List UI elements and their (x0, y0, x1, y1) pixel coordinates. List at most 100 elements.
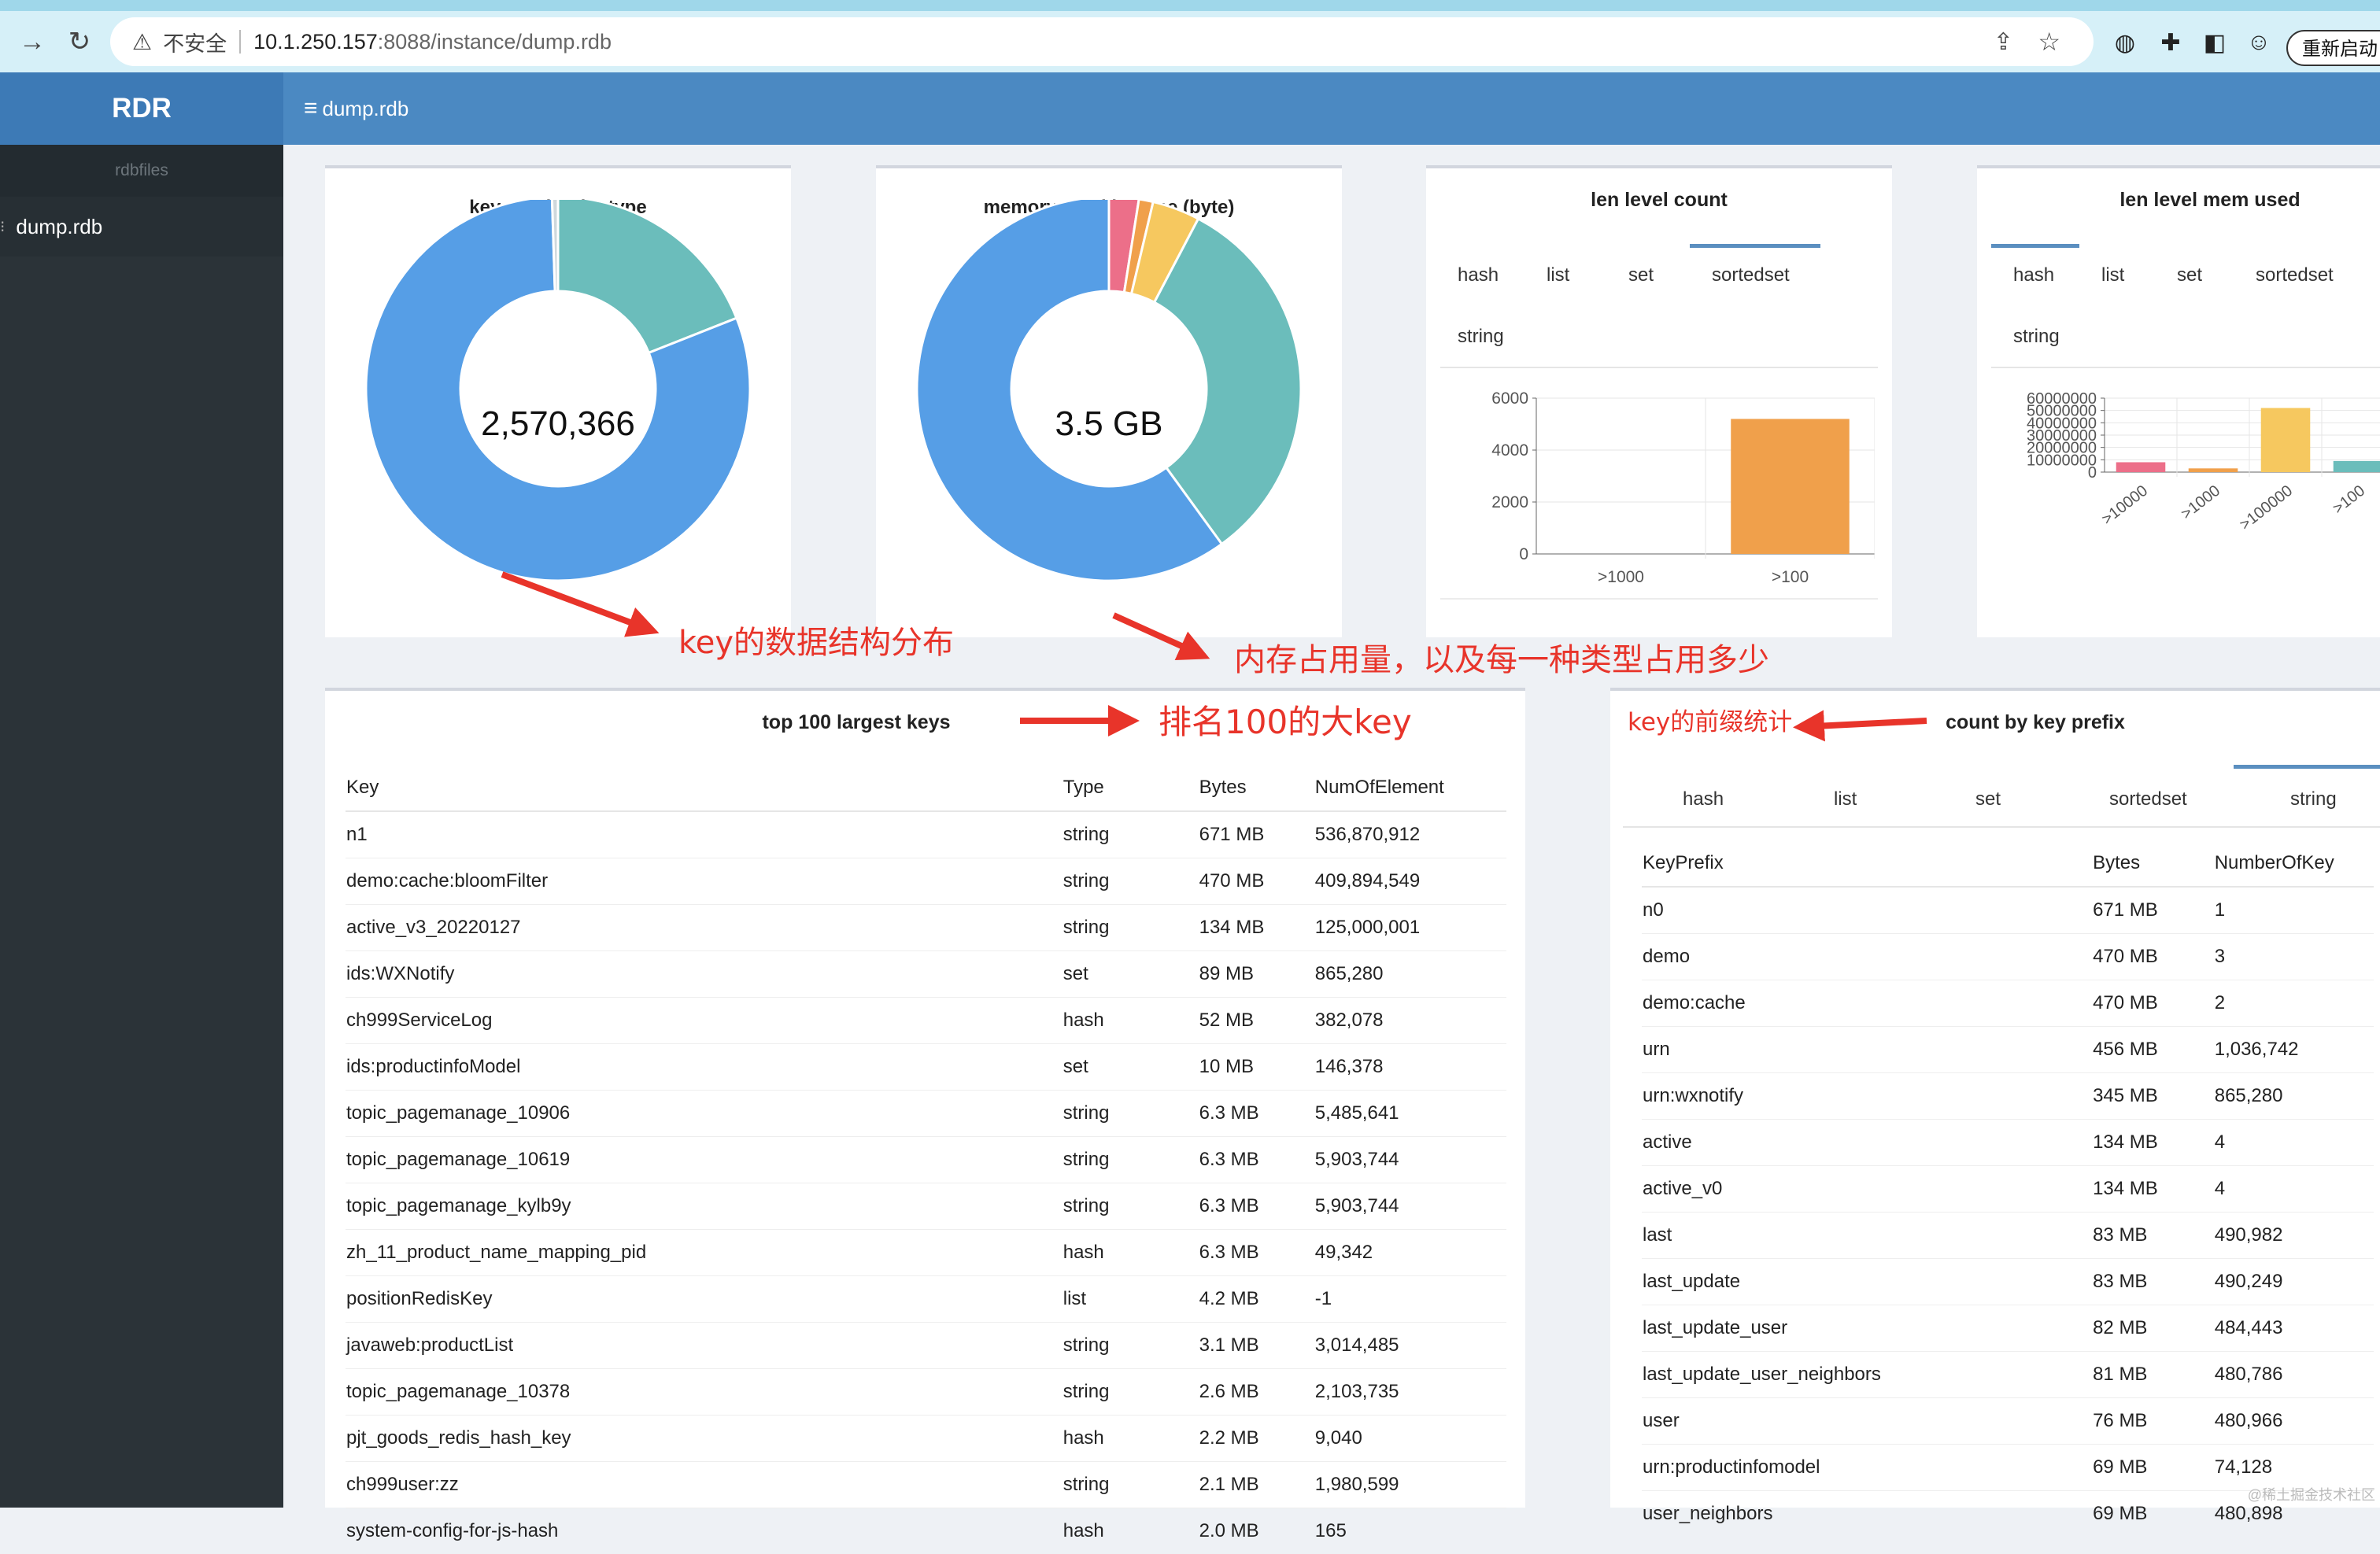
reload-icon[interactable]: ↻ (60, 22, 99, 61)
type-tabs: hash list set sortedset string (1623, 765, 2380, 826)
cell-numberofkey: 490,249 (2214, 1259, 2374, 1305)
tab-sortedset[interactable]: sortedset (2060, 765, 2234, 826)
tab-hash[interactable]: hash (1623, 765, 1777, 826)
tab-hash[interactable]: hash (1440, 244, 1531, 305)
cell-key: active_v3_20220127 (346, 905, 1062, 951)
cell-keyprefix: user (1642, 1398, 2092, 1445)
extension-icon[interactable]: ◍ (2111, 28, 2139, 57)
tab-set[interactable]: set (1606, 244, 1690, 305)
tab-divider (1991, 367, 2380, 368)
bar->1000[interactable] (2189, 468, 2238, 472)
sidebar-item-dump-rdb[interactable]: ⁝ dump.rdb (0, 197, 283, 257)
tab-string[interactable]: string (1440, 305, 1598, 367)
card-key-prefix: count by key prefix hash list set sorted… (1610, 688, 2380, 1508)
bar->100[interactable] (2334, 461, 2380, 472)
cell-bytes: 345 MB (2092, 1073, 2214, 1120)
cell-numofelement: 9,040 (1314, 1416, 1506, 1462)
tab-list[interactable]: list (2079, 244, 2158, 305)
cell-type: string (1062, 1462, 1199, 1508)
tab-list[interactable]: list (1777, 765, 1919, 826)
security-label: 不安全 (163, 27, 227, 57)
cell-keyprefix: last_update_user_neighbors (1642, 1352, 2092, 1398)
annotation-memory: 内存占用量，以及每一种类型占用多少 (1234, 634, 1769, 680)
column-header-keyprefix[interactable]: KeyPrefix (1642, 840, 2092, 887)
hamburger-menu-icon[interactable]: ≡ (304, 95, 318, 122)
column-header-bytes[interactable]: Bytes (1199, 765, 1314, 811)
cell-numberofkey: 484,443 (2214, 1305, 2374, 1352)
puzzle-extensions-icon[interactable]: ✚ (2156, 28, 2185, 57)
cell-key: system-config-for-js-hash (346, 1508, 1062, 1554)
watermark: @稀土掘金技术社区 (2248, 1484, 2375, 1504)
tab-hash[interactable]: hash (1991, 244, 2079, 305)
cell-keyprefix: urn (1642, 1027, 2092, 1073)
sidebar-toggle-icon[interactable]: ◧ (2201, 28, 2229, 57)
annotation-key-distribution: key的数据结构分布 (678, 617, 954, 663)
cell-numofelement: 2,103,735 (1314, 1369, 1506, 1416)
cell-keyprefix: active_v0 (1642, 1166, 2092, 1213)
cell-keyprefix: last_update (1642, 1259, 2092, 1305)
column-header-numofelement[interactable]: NumOfElement (1314, 765, 1506, 811)
address-bar[interactable]: ⚠ 不安全 10.1.250.157:8088/instance/dump.rd… (110, 17, 2094, 66)
cell-key: pjt_goods_redis_hash_key (346, 1416, 1062, 1462)
column-header-type[interactable]: Type (1062, 765, 1199, 811)
column-header-numberofkey[interactable]: NumberOfKey (2214, 840, 2374, 887)
tab-sortedset[interactable]: sortedset (2235, 244, 2380, 305)
brand-logo[interactable]: RDR (0, 72, 283, 145)
cell-bytes: 76 MB (2092, 1398, 2214, 1445)
bar->100000[interactable] (2261, 408, 2311, 472)
tab-set[interactable]: set (2158, 244, 2235, 305)
cell-keyprefix: urn:wxnotify (1642, 1073, 2092, 1120)
cell-type: hash (1062, 1230, 1199, 1276)
profile-icon[interactable]: ☺ (2245, 28, 2273, 57)
tab-set[interactable]: set (1919, 765, 2060, 826)
cell-numofelement: 5,903,744 (1314, 1183, 1506, 1230)
share-icon[interactable]: ⇪ (1994, 28, 2013, 56)
tab-string[interactable]: string (1991, 305, 2149, 367)
cell-bytes: 6.3 MB (1199, 1091, 1314, 1137)
tab-string[interactable]: string (2234, 765, 2380, 826)
tab-sortedset[interactable]: sortedset (1690, 244, 1820, 305)
bookmark-star-icon[interactable]: ☆ (2038, 27, 2060, 57)
cell-type: string (1062, 1091, 1199, 1137)
bar->100[interactable] (1731, 419, 1850, 554)
forward-arrow-icon[interactable]: → (13, 22, 52, 61)
x-tick-label: >100000 (2237, 482, 2296, 534)
column-header-bytes[interactable]: Bytes (2092, 840, 2214, 887)
column-header-key[interactable]: Key (346, 765, 1062, 811)
restart-button[interactable]: 重新启动 (2286, 30, 2380, 66)
tab-list[interactable]: list (1531, 244, 1606, 305)
cell-numberofkey: 490,982 (2214, 1213, 2374, 1259)
bar->10000[interactable] (2116, 462, 2166, 472)
url-path: :8088/instance/dump.rdb (378, 30, 612, 54)
